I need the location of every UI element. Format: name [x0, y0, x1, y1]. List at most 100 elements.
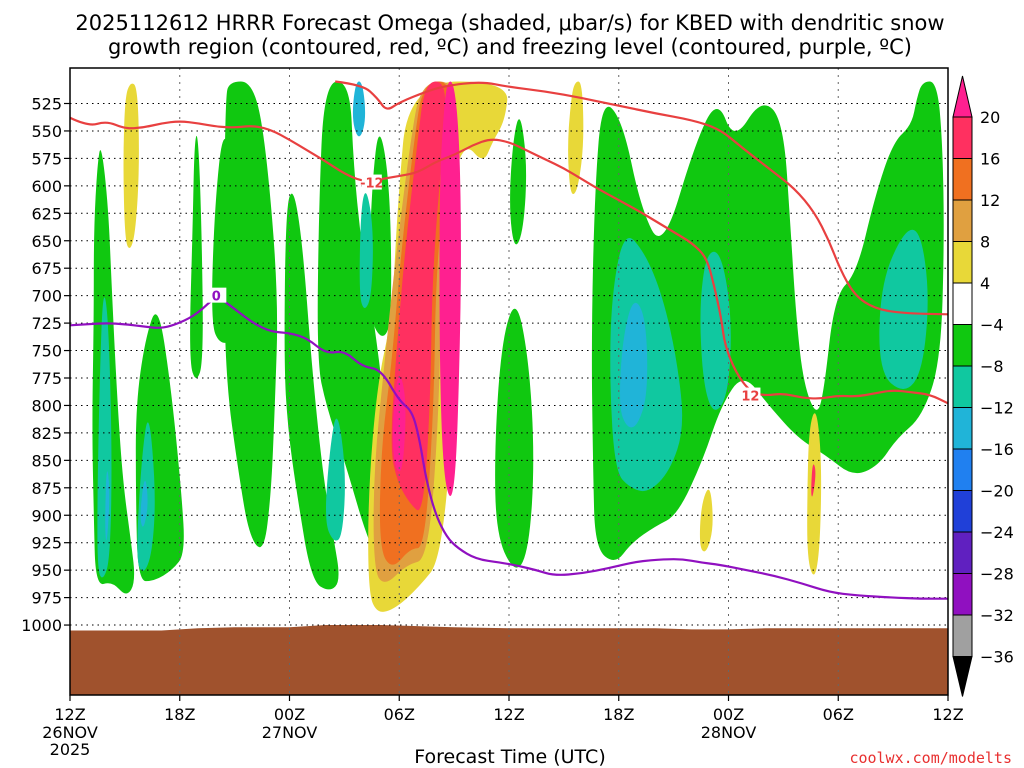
y-tick-label-700: 700	[31, 287, 62, 306]
credit-text: coolwx.com/modelts	[849, 749, 1012, 767]
y-tick-label-575: 575	[31, 149, 62, 168]
colorbar-label-5: −4	[980, 316, 1004, 335]
colorbar-swatch-10	[952, 531, 973, 574]
omega-region-18	[105, 471, 110, 541]
y-tick-label-1000: 1000	[21, 616, 62, 635]
x-tick-label-48: 12Z	[932, 705, 963, 724]
y-tick-label-775: 775	[31, 369, 62, 388]
colorbar-label-8: −16	[980, 440, 1014, 459]
omega-region-26	[807, 413, 822, 575]
colorbar-swatch-11	[952, 573, 973, 616]
omega-region-21	[352, 81, 366, 137]
colorbar-label-6: −8	[980, 357, 1004, 376]
x-tick-label-6: 18Z	[164, 705, 195, 724]
dgz-minus12-lower-label-bg	[740, 387, 761, 403]
omega-region-22	[123, 83, 139, 249]
freezing-level-0-label: 0	[212, 290, 221, 305]
omega-region-31	[439, 81, 461, 497]
x-tick-label-24: 12Z	[493, 705, 524, 724]
y-tick-label-825: 825	[31, 424, 62, 443]
colorbar-swatch-0	[952, 116, 973, 159]
colorbar-label-9: −20	[980, 482, 1014, 501]
y-tick-label-750: 750	[31, 342, 62, 361]
omega-region-4	[224, 81, 278, 548]
colorbar-top-arrow	[952, 75, 973, 118]
dgz-minus12-upper-line	[70, 116, 948, 405]
colorbar-swatch-12	[952, 614, 973, 657]
colorbar-swatch-3	[952, 241, 973, 284]
colorbar-label-7: −12	[980, 399, 1014, 418]
y-tick-label-975: 975	[31, 589, 62, 608]
colorbar-label-4: 4	[980, 274, 990, 293]
x-tick-label-0: 12Z	[54, 705, 85, 724]
omega-region-25	[699, 489, 713, 552]
y-tick-label-675: 675	[31, 259, 62, 278]
x-axis-title: Forecast Time (UTC)	[414, 746, 605, 768]
colorbar-swatch-9	[952, 490, 973, 533]
omega-region-32	[811, 464, 816, 497]
y-tick-label-525: 525	[31, 95, 62, 114]
x-tick-label-18: 06Z	[384, 705, 415, 724]
chart-title-line-2: growth region (contoured, red, ºC) and f…	[108, 35, 912, 59]
colorbar-label-10: −24	[980, 523, 1014, 542]
x-date-label-12: 27NOV	[262, 723, 318, 742]
colorbar-label-11: −28	[980, 565, 1014, 584]
colorbar-label-0: 20	[980, 108, 1000, 127]
dgz-minus12-upper-label: -12	[360, 177, 384, 192]
y-tick-label-800: 800	[31, 396, 62, 415]
y-tick-label-600: 600	[31, 177, 62, 196]
chart-title-line-1: 2025112612 HRRR Forecast Omega (shaded, …	[75, 11, 944, 35]
colorbar-swatch-6	[952, 365, 973, 408]
omega-region-16	[700, 251, 731, 410]
colorbar: 20 16 12 8 4 −4 −8 −12 −16 −20 −24 −28 −32 −36	[952, 75, 1014, 697]
colorbar-swatch-4	[952, 282, 973, 325]
colorbar-swatch-7	[952, 407, 973, 450]
dgz-minus12-lower-label: 12	[741, 390, 759, 405]
contour-layer: -12 12 0	[70, 80, 948, 600]
x-date-label-0: 26NOV	[42, 723, 98, 742]
y-tick-label-550: 550	[31, 122, 62, 141]
y-tick-label-925: 925	[31, 534, 62, 553]
x-tick-label-42: 06Z	[823, 705, 854, 724]
grid-layer	[70, 68, 948, 695]
y-tick-label-950: 950	[31, 561, 62, 580]
dgz-minus12-lower-line	[335, 80, 948, 316]
omega-region-2	[190, 135, 203, 378]
x-year-label-0: 2025	[50, 740, 91, 759]
omega-region-14	[359, 193, 373, 308]
freezing-level-0-label-bg	[206, 287, 227, 303]
colorbar-swatch-8	[952, 448, 973, 491]
y-tick-label-850: 850	[31, 451, 62, 470]
omega-region-17	[879, 229, 928, 389]
omega-region-30	[392, 376, 406, 472]
y-axis: 525 550 575 600 625 650 675 700 725 750 775 800 825 8…	[21, 95, 70, 635]
freezing-level-0-line	[70, 298, 948, 600]
omega-region-5	[284, 193, 339, 590]
colorbar-swatch-5	[952, 324, 973, 367]
y-tick-label-625: 625	[31, 204, 62, 223]
x-tick-label-36: 00Z	[713, 705, 744, 724]
x-tick-label-30: 18Z	[603, 705, 634, 724]
omega-region-13	[325, 418, 345, 541]
omega-shading-layer	[92, 81, 944, 612]
colorbar-swatch-2	[952, 199, 973, 242]
omega-region-10	[591, 81, 944, 560]
colorbar-label-3: 8	[980, 233, 990, 252]
colorbar-label-1: 16	[980, 150, 1000, 169]
colorbar-label-13: −36	[980, 648, 1014, 667]
y-tick-label-725: 725	[31, 314, 62, 333]
y-tick-label-650: 650	[31, 232, 62, 251]
colorbar-label-12: −32	[980, 606, 1014, 625]
colorbar-swatch-1	[952, 158, 973, 201]
x-date-label-36: 28NOV	[701, 723, 757, 742]
y-tick-label-900: 900	[31, 506, 62, 525]
omega-region-24	[568, 81, 584, 195]
dgz-minus12-upper-label-bg	[361, 174, 382, 190]
colorbar-bottom-arrow	[952, 656, 973, 697]
omega-region-8	[495, 308, 534, 568]
colorbar-label-2: 12	[980, 191, 1000, 210]
x-tick-label-12: 00Z	[274, 705, 305, 724]
omega-region-20	[620, 302, 648, 428]
